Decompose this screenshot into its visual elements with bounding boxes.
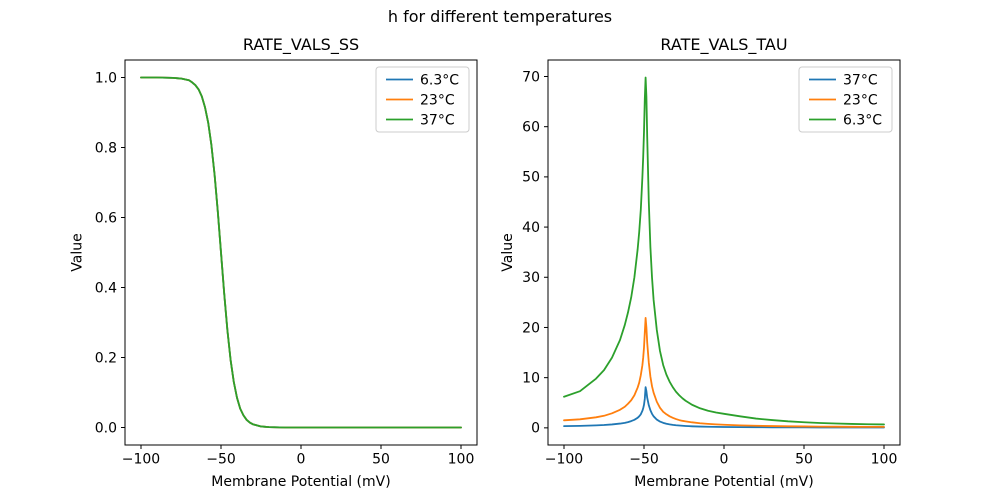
legend-label: 23°C (420, 93, 455, 109)
x-axis-label: Membrane Potential (mV) (634, 474, 813, 490)
series-line-37°C (140, 76, 462, 429)
series-line-37°C (563, 386, 885, 429)
y-tick-label: 0.4 (95, 280, 117, 296)
legend-entry-37°C: 37°C (386, 113, 455, 129)
figure-suptitle: h for different temperatures (387, 7, 613, 26)
legend: 6.3°C 23°C 37°C (375, 66, 470, 133)
legend-label: 6.3°C (843, 113, 882, 129)
axes-title: RATE_VALS_TAU (660, 35, 787, 55)
x-tick-label: −50 (629, 452, 659, 468)
series-line-23°C (563, 317, 885, 428)
y-tick-label: 0.6 (95, 210, 117, 226)
legend-box (375, 66, 470, 133)
legend-entry-23°C: 23°C (809, 93, 878, 109)
series-line-6.3°C (563, 76, 885, 426)
y-tick-label: 0.8 (95, 140, 117, 156)
y-tick-label: 50 (522, 170, 540, 186)
axes-rate-vals-tau: −100 −50 0 50 100 0 10 20 30 40 50 60 70 Membrane Pot… (500, 35, 901, 490)
y-tick-label: 20 (522, 320, 540, 336)
x-tick-label: 100 (871, 452, 898, 468)
y-axis-label: Value (70, 233, 86, 271)
x-tick-label: −100 (545, 452, 583, 468)
x-tick-label: 50 (795, 452, 813, 468)
y-tick-label: 40 (522, 220, 540, 236)
x-tick-label: 0 (720, 452, 729, 468)
legend-entry-23°C: 23°C (386, 93, 455, 109)
x-axis-label: Membrane Potential (mV) (211, 474, 390, 490)
legend: 37°C 23°C 6.3°C (798, 66, 893, 133)
x-tick-label: 50 (372, 452, 390, 468)
y-axis-label: Value (500, 233, 516, 271)
legend-label: 37°C (843, 73, 878, 89)
axes-rate-vals-ss: −100 −50 0 50 100 0.0 0.2 0.4 0.6 0.8 1.0 Membrane … (70, 35, 478, 490)
legend-entry-6.3°C: 6.3°C (386, 73, 459, 89)
legend-entry-37°C: 37°C (809, 73, 878, 89)
y-tick-label: 10 (522, 370, 540, 386)
y-tick-label: 70 (522, 69, 540, 85)
x-tick-label: −100 (122, 452, 160, 468)
legend-label: 37°C (420, 113, 455, 129)
y-tick-label: 30 (522, 270, 540, 286)
y-tick-label: 0.0 (95, 420, 117, 436)
x-tick-label: −50 (206, 452, 236, 468)
y-tick-label: 0 (531, 421, 540, 437)
legend-label: 23°C (843, 93, 878, 109)
legend-label: 6.3°C (420, 73, 459, 89)
y-tick-label: 1.0 (95, 70, 117, 86)
legend-entry-6.3°C: 6.3°C (809, 113, 882, 129)
y-tick-label: 60 (522, 119, 540, 135)
y-tick-label: 0.2 (95, 350, 117, 366)
x-tick-label: 100 (448, 452, 475, 468)
axes-title: RATE_VALS_SS (243, 35, 359, 55)
x-tick-label: 0 (297, 452, 306, 468)
legend-box (798, 66, 893, 133)
